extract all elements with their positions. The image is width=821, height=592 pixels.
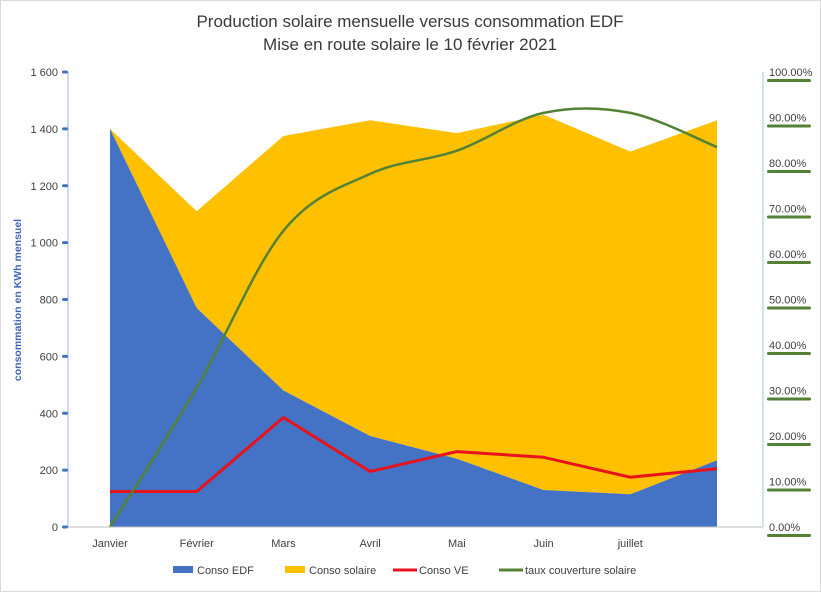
- series-area-conso-edf: [110, 128, 717, 527]
- y-tick-label: 1 200: [30, 181, 58, 193]
- legend-swatch: [173, 566, 193, 573]
- x-tick-label: Mars: [271, 538, 296, 550]
- series-line-conso-ve: [110, 416, 718, 493]
- y-tick-label: 1 400: [30, 124, 58, 136]
- y2-tick-mark: [767, 79, 811, 82]
- y2-tick-mark: [767, 306, 811, 310]
- x-tick-label: Janvier: [92, 538, 128, 550]
- y-tick-label: 0: [52, 522, 58, 534]
- y2-tick-mark: [767, 215, 811, 219]
- y2-tick-label: 80.00%: [769, 158, 807, 170]
- legend-label: taux couverture solaire: [525, 565, 636, 577]
- y-tick-label: 400: [40, 408, 58, 420]
- y-tick-mark: [62, 184, 68, 188]
- y-tick-mark: [62, 298, 68, 301]
- y-tick-mark: [62, 411, 68, 415]
- y-tick-mark: [62, 127, 68, 131]
- y2-tick-mark: [767, 261, 811, 264]
- y-tick-label: 800: [40, 295, 58, 307]
- y2-tick-mark: [767, 443, 811, 446]
- y-tick-mark: [62, 525, 68, 529]
- y-tick-label: 200: [40, 465, 58, 477]
- y2-tick-label: 100.00%: [769, 67, 813, 79]
- y2-tick-label: 70.00%: [769, 204, 807, 216]
- y-tick-mark: [62, 241, 68, 245]
- x-tick-label: Mai: [448, 538, 466, 550]
- y-tick-mark: [62, 468, 68, 472]
- y-axis-label: consommation en KWh mensuel: [12, 219, 24, 381]
- y2-tick-mark: [767, 352, 811, 355]
- legend-label: Conso EDF: [197, 565, 254, 577]
- legend-swatch: [285, 566, 305, 573]
- chart-subtitle: Mise en route solaire le 10 février 2021: [263, 35, 557, 54]
- x-tick-label: juillet: [617, 538, 643, 550]
- y-tick-label: 1 000: [30, 238, 58, 250]
- y2-tick-label: 0.00%: [769, 522, 800, 534]
- x-tick-label: Avril: [360, 538, 381, 550]
- y-tick-label: 600: [40, 351, 58, 363]
- y2-tick-label: 30.00%: [769, 386, 807, 398]
- y2-tick-label: 40.00%: [769, 340, 807, 352]
- y-tick-mark: [62, 354, 68, 358]
- legend: Conso EDF Conso solaire Conso VE taux couve…: [173, 565, 636, 577]
- y2-tick-mark: [767, 488, 811, 492]
- y-tick-mark: [62, 70, 68, 74]
- series-area-conso-solaire: [110, 114, 717, 495]
- legend-label: Conso VE: [419, 565, 469, 577]
- y2-tick-mark: [767, 124, 811, 128]
- y2-tick-label: 90.00%: [769, 113, 807, 125]
- x-tick-label: Février: [180, 538, 215, 550]
- y2-tick-mark: [767, 534, 811, 537]
- legend-label: Conso solaire: [309, 565, 376, 577]
- y2-tick-label: 60.00%: [769, 249, 807, 261]
- x-tick-label: Juin: [533, 538, 553, 550]
- y2-tick-mark: [767, 397, 811, 401]
- plot-area: 0 200 400 600 800 1 000 1 200 1 400 1 600 0.00% 10…: [30, 67, 812, 550]
- y2-tick-label: 10.00%: [769, 477, 807, 489]
- chart-title: Production solaire mensuelle versus cons…: [196, 12, 623, 31]
- series-line-taux-couverture: [108, 107, 718, 528]
- y2-tick-label: 20.00%: [769, 431, 807, 443]
- y2-tick-label: 50.00%: [769, 295, 807, 307]
- y-tick-label: 1 600: [30, 67, 58, 79]
- y2-tick-mark: [767, 170, 811, 173]
